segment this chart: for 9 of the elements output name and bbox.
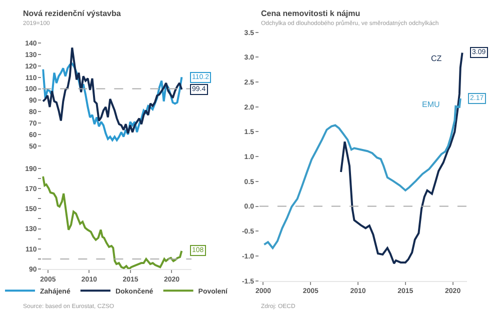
series-label: EMU: [422, 100, 440, 109]
text: CZ: [431, 54, 442, 63]
line-series: [42, 46, 183, 134]
line-series: [42, 62, 183, 142]
line-series: [42, 175, 183, 270]
chart-title: Cena nemovitosti k nájmu: [261, 9, 360, 18]
line-series: [263, 97, 462, 250]
chart-title: Nová rezidenční výstavba: [23, 9, 122, 18]
line-series: [340, 52, 464, 264]
